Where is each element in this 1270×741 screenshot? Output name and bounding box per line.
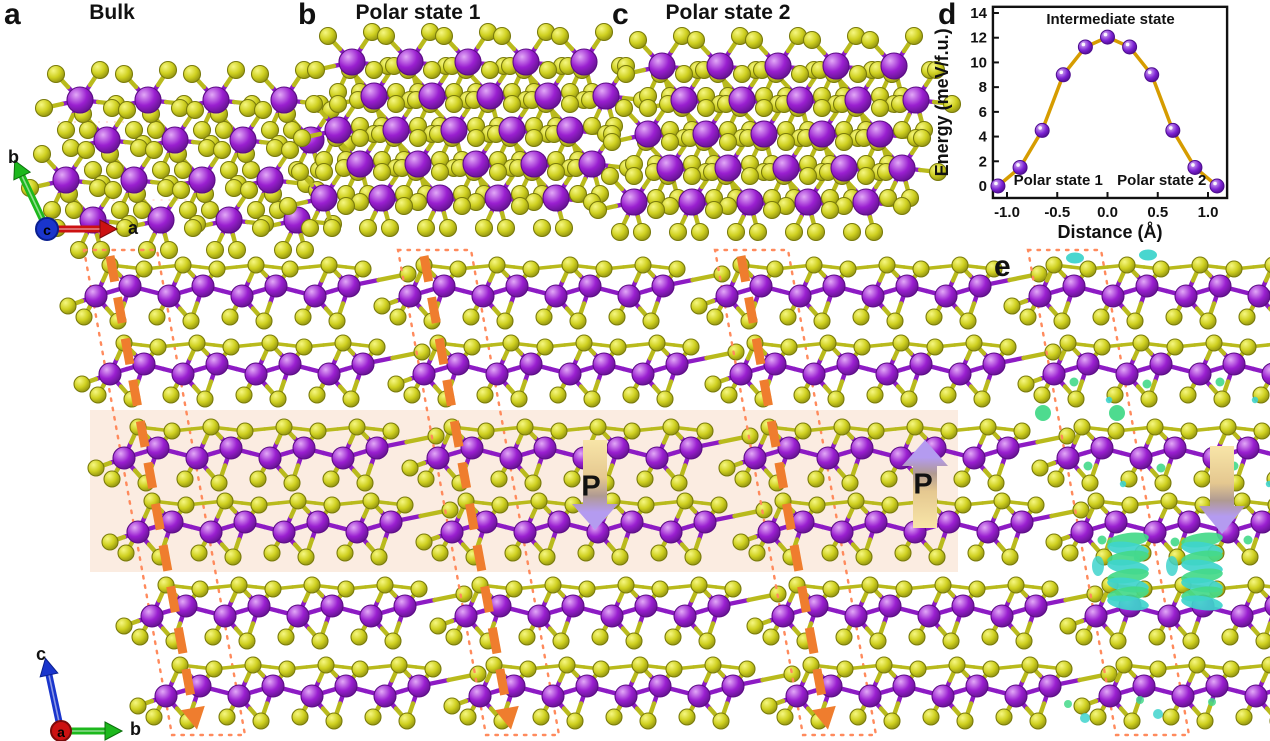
x-tick-label: -1.0 (994, 204, 1020, 221)
stacking-direction-arrow (419, 255, 519, 730)
polarization-arrow-state1-down (572, 440, 618, 530)
charge-density-isosurfaces (1035, 249, 1223, 723)
y-tick-label: 2 (979, 153, 987, 170)
chart-data-point (1209, 178, 1225, 194)
polarization-label-state2: P (913, 468, 933, 501)
unit-cell-outline (1026, 248, 1191, 737)
crystal-top-view-bulk (20, 60, 357, 260)
chart-series-neb-path (990, 29, 1225, 194)
chart-data-point (1034, 122, 1050, 138)
axis-label-a-top: a (128, 218, 139, 238)
chart-data-point (1122, 39, 1138, 55)
chart-annotation: Polar state 2 (1117, 172, 1206, 189)
unit-cell-outline (82, 248, 247, 737)
axis-label-b-bottom: b (130, 719, 141, 739)
axis-label-c-top: c (43, 222, 51, 238)
x-tick-label: -0.5 (1044, 204, 1070, 221)
x-tick-label: 0.0 (1097, 204, 1118, 221)
y-axis-title: Energy (meV/f.u.) (932, 28, 952, 176)
x-tick-label: 0.5 (1147, 204, 1168, 221)
polarization-arrow-panel-e-down (1199, 446, 1245, 534)
y-tick-label: 0 (979, 178, 987, 195)
panel-label-b: b (298, 0, 317, 31)
axis-label-a-bottom: a (57, 724, 65, 740)
axis-label-b-top: b (8, 147, 19, 167)
y-tick-label: 4 (979, 129, 988, 146)
side-view-polar-state-2 (690, 248, 1118, 737)
y-tick-label: 8 (979, 79, 987, 96)
chart-data-point (1055, 67, 1071, 83)
y-tick-label: 10 (970, 54, 987, 71)
panel-title-bulk: Bulk (89, 1, 135, 24)
unit-cell-outline (396, 248, 561, 737)
panel-title-polar-state-1: Polar state 1 (355, 1, 481, 24)
chart-data-point (1144, 67, 1160, 83)
y-tick-label: 12 (970, 30, 987, 47)
chart-data-point (1100, 29, 1115, 45)
chart-data-point (1077, 39, 1093, 55)
axis-triad-bottom (39, 657, 124, 741)
crystal-top-view-polar-state-1 (278, 22, 652, 238)
panel-title-polar-state-2: Polar state 2 (665, 1, 791, 24)
axis-triad-top (13, 159, 119, 241)
x-axis-title: Distance (Å) (1057, 222, 1162, 242)
panel-label-d: d (938, 0, 957, 31)
chart-data-point (990, 178, 1006, 194)
x-tick-label: 1.0 (1198, 204, 1219, 221)
chart-annotation: Intermediate state (1046, 11, 1174, 28)
chart-axes: 0 2 4 6 8 10 12 14 -1.0 -0.5 0.0 0.5 1.0 (970, 5, 1229, 221)
panel-label-c: c (612, 0, 629, 31)
y-tick-label: 14 (970, 5, 987, 22)
y-tick-label: 6 (979, 104, 987, 121)
unit-cell-outline (713, 248, 878, 737)
chart-annotation: Polar state 1 (1014, 172, 1103, 189)
stacking-direction-arrow (105, 255, 205, 730)
energy-barrier-chart: 0 2 4 6 8 10 12 14 -1.0 -0.5 0.0 0.5 1.0 Distance (Å)… (932, 5, 1229, 242)
crystal-top-view-polar-state-2 (588, 26, 962, 242)
polarization-arrow-state2-up (902, 440, 948, 528)
chart-data-point (1165, 122, 1181, 138)
polarization-label-state1: P (581, 470, 601, 503)
chart-data-point (1012, 159, 1028, 175)
axis-label-c-bottom: c (36, 644, 47, 664)
side-view-bulk (59, 248, 487, 737)
panel-label-e: e (994, 250, 1011, 283)
panel-label-a: a (4, 0, 21, 31)
chart-data-point (1187, 159, 1203, 175)
stacking-direction-arrow (736, 255, 836, 730)
